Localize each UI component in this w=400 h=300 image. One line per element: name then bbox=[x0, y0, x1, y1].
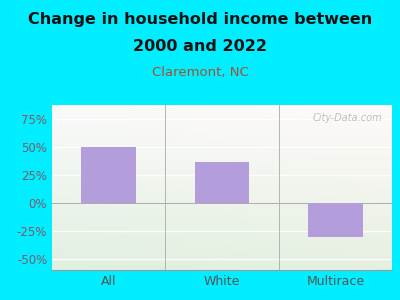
Text: Change in household income between: Change in household income between bbox=[28, 12, 372, 27]
Text: Claremont, NC: Claremont, NC bbox=[152, 66, 248, 79]
Bar bbox=[82, 147, 136, 203]
Text: City-Data.com: City-Data.com bbox=[312, 113, 382, 123]
Text: 2000 and 2022: 2000 and 2022 bbox=[133, 39, 267, 54]
Bar bbox=[195, 162, 249, 203]
Bar bbox=[308, 203, 362, 237]
